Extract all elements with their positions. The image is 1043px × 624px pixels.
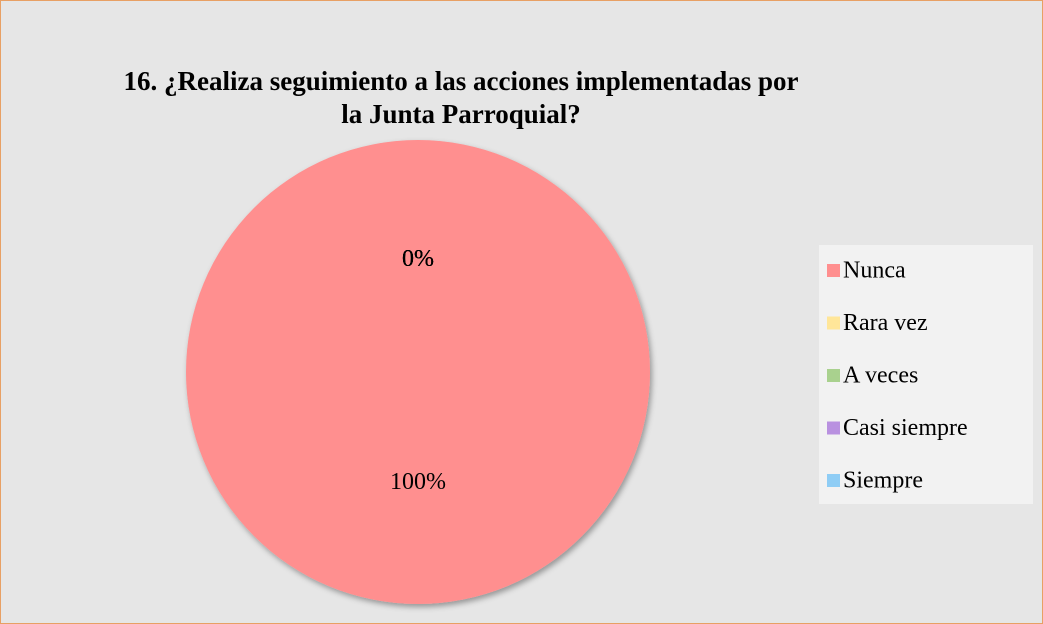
chart-title: 16. ¿Realiza seguimiento a las acciones … — [123, 66, 799, 129]
legend-label: Siempre — [843, 468, 923, 494]
data-label: 0% — [402, 246, 434, 272]
legend-label: Casi siempre — [843, 415, 968, 441]
legend-label: A veces — [843, 363, 918, 389]
legend-swatch — [827, 369, 840, 382]
data-label: 0% — [402, 246, 434, 272]
data-label: 0% — [402, 246, 434, 272]
legend-label: Rara vez — [843, 310, 928, 336]
pie — [186, 140, 650, 604]
legend-box — [819, 245, 1033, 504]
legend-swatch — [827, 264, 840, 277]
legend-swatch — [827, 421, 840, 435]
legend-swatch — [827, 474, 840, 487]
data-label: 100% — [390, 469, 446, 495]
pie-slice — [186, 140, 650, 604]
legend-swatch — [827, 316, 840, 330]
legend-label: Nunca — [843, 258, 906, 284]
data-label: 0% — [402, 246, 434, 272]
